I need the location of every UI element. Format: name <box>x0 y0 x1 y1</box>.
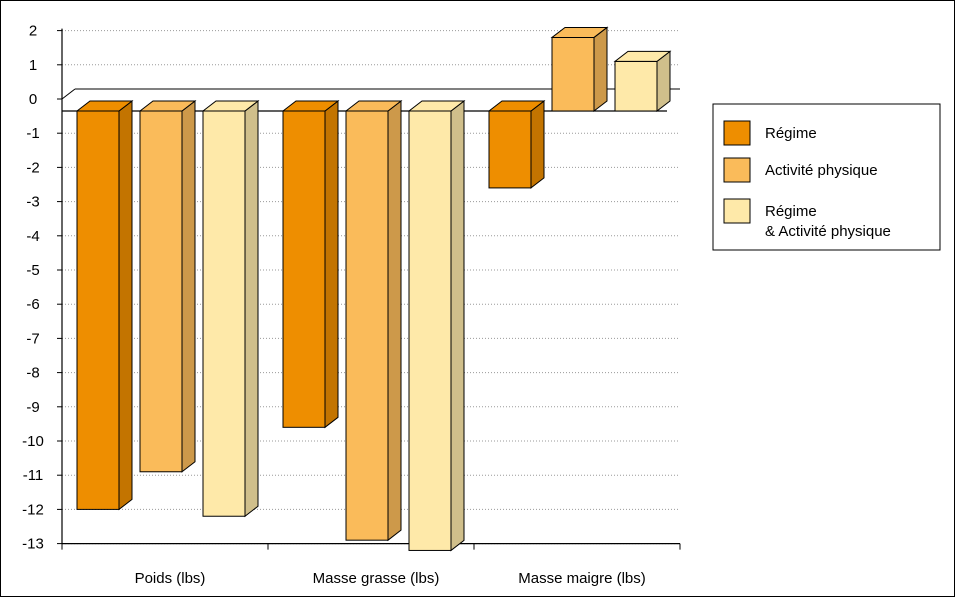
legend-box <box>712 103 941 251</box>
bar-top <box>281 100 340 112</box>
bar <box>488 110 532 189</box>
y-tick-label: -9 <box>26 399 39 416</box>
bar <box>282 110 326 428</box>
bar-side <box>118 99 133 511</box>
x-category-label: Poids (lbs) <box>135 570 206 587</box>
bar-top <box>344 100 403 112</box>
bar-side <box>387 99 402 542</box>
y-tick-label: 2 <box>29 23 37 40</box>
bar <box>614 60 658 112</box>
bar <box>345 110 389 541</box>
legend-swatch <box>723 198 751 224</box>
y-tick-label: -12 <box>22 501 44 518</box>
bar-side <box>530 99 545 189</box>
y-tick-label: -5 <box>26 262 39 279</box>
bar-top <box>613 50 672 62</box>
legend-label: Régime & Activité physique <box>765 203 891 240</box>
bar <box>139 110 183 473</box>
y-tick-label: -6 <box>26 296 39 313</box>
y-tick-label: -4 <box>26 228 39 245</box>
legend-swatch <box>723 120 751 146</box>
bar <box>408 110 452 551</box>
y-tick-label: -11 <box>23 467 44 484</box>
legend-label: Régime <box>765 125 817 142</box>
x-category-label: Masse grasse (lbs) <box>313 570 440 587</box>
legend-label: Activité physique <box>765 162 878 179</box>
y-tick-label: -2 <box>26 159 39 176</box>
bar <box>551 36 595 112</box>
y-tick-label: 0 <box>29 91 37 108</box>
bar-side <box>324 99 339 429</box>
bar-top <box>201 100 260 112</box>
legend-label-line: Régime <box>765 203 817 220</box>
y-tick-label: -7 <box>26 330 39 347</box>
bar-side <box>181 99 196 473</box>
x-category-label: Masse maigre (lbs) <box>518 570 646 587</box>
bar <box>76 110 120 510</box>
y-tick-label: -1 <box>26 125 39 142</box>
bar-side <box>593 26 608 113</box>
zero-line-side <box>61 88 76 100</box>
legend-label-line: Activité physique <box>765 162 878 179</box>
y-tick-label: -13 <box>22 536 44 553</box>
bar-top <box>407 100 466 112</box>
bar-top <box>550 26 609 38</box>
y-tick-label: -3 <box>26 194 39 211</box>
y-tick-label: 1 <box>29 57 37 74</box>
bar-top <box>75 100 134 112</box>
bar-side <box>450 99 465 552</box>
bar-side <box>244 99 259 518</box>
y-tick-label: -10 <box>22 433 44 450</box>
legend-swatch <box>723 157 751 183</box>
bar-top <box>138 100 197 112</box>
legend-label-line: Régime <box>765 125 817 142</box>
bar-top <box>487 100 546 112</box>
legend-label-line: & Activité physique <box>765 223 891 240</box>
y-tick-label: -8 <box>26 365 39 382</box>
bar <box>202 110 246 517</box>
